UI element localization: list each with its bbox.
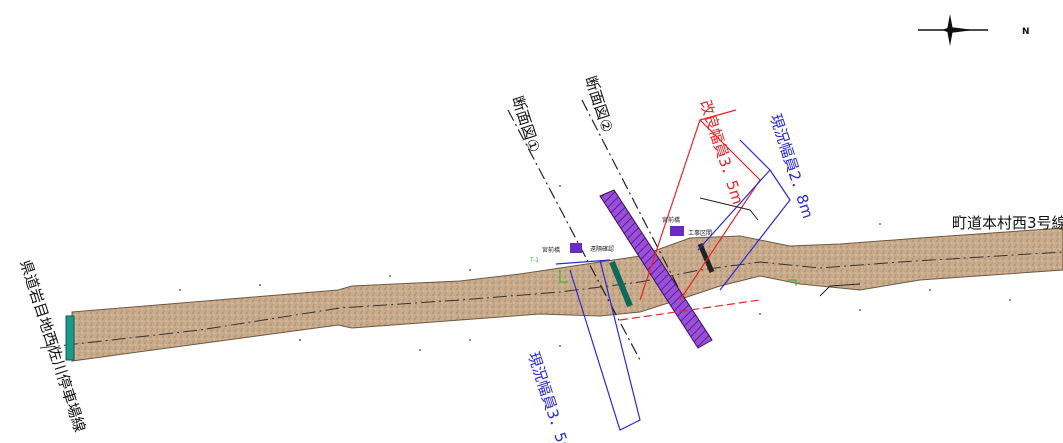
road-surface <box>71 227 1063 362</box>
road-centerline <box>39 251 1063 349</box>
label-box-1 <box>570 243 582 253</box>
boundary-line-2 <box>819 283 861 297</box>
improved-width-annotation <box>619 109 761 321</box>
svg-text:宮前橋: 宮前橋 <box>662 216 680 224</box>
compass-north-label: N <box>1022 27 1030 37</box>
structure-edge-2 <box>697 243 715 273</box>
green-marker-left <box>559 270 568 283</box>
route-right-label: 町道本村西3号線 <box>952 214 1063 232</box>
svg-text:宮前橋: 宮前橋 <box>542 246 560 254</box>
green-marker-right <box>788 279 797 286</box>
current-width-lower-annotation <box>555 259 641 431</box>
section-2-label: 断面図② <box>581 74 616 135</box>
svg-text:工事区間: 工事区間 <box>688 229 712 237</box>
road-end-marker <box>65 315 75 361</box>
crossing-structure <box>599 189 713 349</box>
north-arrow-compass-icon <box>918 14 988 46</box>
boundary-line <box>699 197 759 221</box>
current-width-lower-label: 現況幅員3．5m <box>524 350 575 443</box>
structure-edge <box>609 260 633 308</box>
survey-points <box>179 185 1011 351</box>
section-line-1 <box>507 109 641 361</box>
section-1-label: 断面図① <box>508 94 543 155</box>
current-width-upper-annotation <box>697 139 791 291</box>
svg-text:遠隔確認: 遠隔確認 <box>590 245 614 253</box>
label-box-2 <box>670 226 684 236</box>
svg-text:T-1: T-1 <box>529 257 539 264</box>
current-width-upper-label: 現況幅員2．8m <box>766 112 817 221</box>
